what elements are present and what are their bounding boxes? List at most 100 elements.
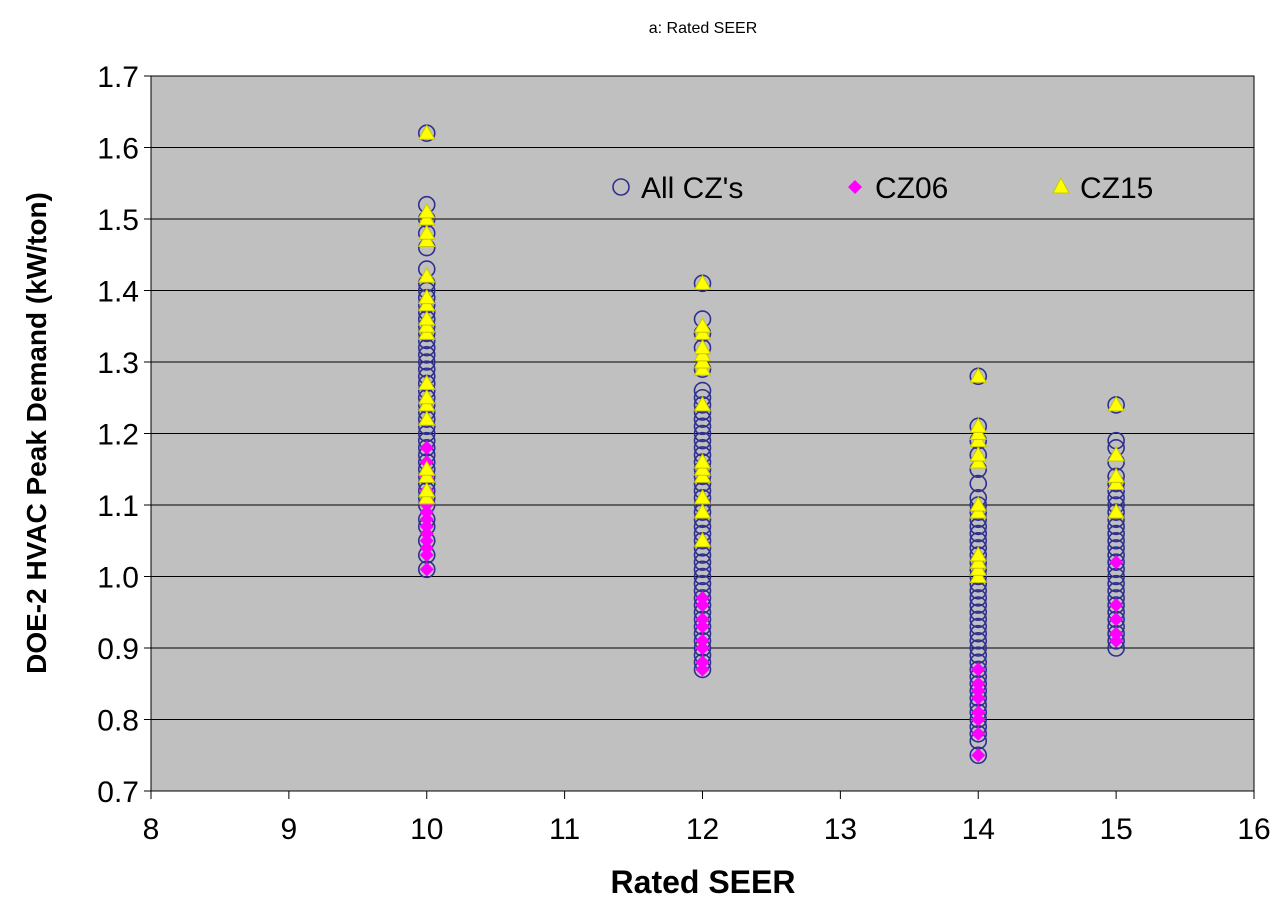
- point-cz15: [417, 410, 436, 426]
- point-cz06: [695, 598, 710, 613]
- point-cz15: [417, 460, 436, 476]
- point-cz06: [419, 533, 434, 548]
- x-tick-label: 15: [1099, 813, 1132, 846]
- point-all-czs: [969, 596, 988, 614]
- point-cz06: [971, 748, 986, 763]
- x-tick-label: 9: [281, 813, 298, 846]
- x-tick-label: 13: [824, 813, 857, 846]
- y-tick-label: 1.4: [97, 276, 139, 309]
- point-all-czs: [969, 610, 988, 629]
- point-cz06: [695, 662, 710, 677]
- point-cz06: [1109, 598, 1124, 613]
- point-all-czs: [693, 560, 712, 579]
- point-cz15: [969, 417, 988, 433]
- point-cz15: [417, 310, 436, 326]
- y-tick-label: 1.1: [97, 490, 139, 523]
- point-cz15: [693, 531, 712, 548]
- point-all-czs: [1107, 574, 1125, 593]
- point-all-czs: [693, 567, 712, 586]
- point-cz06: [971, 726, 986, 741]
- point-cz06: [419, 505, 434, 520]
- x-axis-label: Rated SEER: [611, 864, 796, 900]
- point-cz06: [695, 590, 710, 605]
- point-all-czs: [969, 746, 988, 765]
- y-tick-label: 1.7: [97, 61, 139, 94]
- point-cz06: [695, 633, 710, 648]
- point-cz15: [1107, 445, 1125, 462]
- point-all-czs: [417, 346, 436, 364]
- x-tick-label: 14: [962, 813, 995, 846]
- point-all-czs: [969, 524, 988, 543]
- point-cz06: [419, 526, 434, 541]
- point-cz15: [693, 395, 712, 412]
- legend: All CZ's CZ06 CZ15: [612, 172, 1153, 205]
- point-all-czs: [693, 424, 712, 443]
- y-tick-label: 0.7: [97, 776, 139, 809]
- point-cz06: [695, 619, 710, 634]
- point-all-czs: [969, 639, 988, 657]
- point-cz06: [419, 540, 434, 555]
- legend-marker-all-czs: [612, 178, 630, 196]
- point-cz06: [419, 562, 434, 577]
- point-cz06: [971, 691, 986, 706]
- point-cz15: [417, 481, 436, 498]
- point-cz15: [969, 546, 988, 562]
- point-cz15: [969, 445, 988, 462]
- point-cz15: [693, 503, 712, 519]
- point-cz06: [971, 683, 986, 698]
- point-all-czs: [1107, 553, 1125, 572]
- point-cz06: [419, 512, 434, 527]
- point-cz15: [417, 288, 436, 305]
- point-cz15: [1107, 395, 1125, 412]
- point-cz15: [417, 124, 436, 140]
- legend-marker-cz15: [1052, 176, 1070, 194]
- point-all-czs: [969, 474, 988, 493]
- chart-title: a: Rated SEER: [649, 20, 758, 37]
- point-cz06: [695, 655, 710, 670]
- point-cz06: [419, 519, 434, 534]
- point-cz15: [1107, 467, 1125, 483]
- y-tick-label: 1.0: [97, 562, 139, 595]
- point-cz15: [693, 338, 712, 355]
- x-tick-labels: 8 9 10 11 12 13 14 15 16: [143, 813, 1271, 846]
- point-all-czs: [969, 589, 988, 607]
- x-tick-label: 12: [686, 813, 719, 846]
- point-cz15: [417, 388, 436, 405]
- point-all-czs: [1107, 531, 1125, 550]
- point-cz06: [695, 641, 710, 655]
- legend-label-cz06: CZ06: [875, 172, 948, 205]
- x-tick-label: 10: [410, 813, 443, 846]
- point-all-czs: [969, 603, 988, 622]
- legend-marker-cz06: [848, 180, 862, 194]
- point-cz06: [971, 662, 986, 677]
- y-tick-label: 1.5: [97, 204, 139, 237]
- point-cz15: [417, 202, 436, 219]
- axes: [144, 75, 1255, 799]
- y-tick-label: 0.9: [97, 633, 139, 666]
- point-cz06: [1109, 612, 1124, 627]
- point-cz06: [1109, 626, 1124, 641]
- point-cz06: [971, 676, 986, 691]
- y-tick-labels: 0.7 0.8 0.9 1.0 1.1 1.2 1.3 1.4 1.5 1.6 1.7: [97, 61, 139, 809]
- y-tick-label: 1.2: [97, 419, 139, 452]
- point-all-czs: [969, 617, 988, 636]
- x-tick-label: 8: [143, 813, 160, 846]
- point-cz15: [693, 453, 712, 469]
- point-cz15: [417, 267, 436, 283]
- y-tick-label: 1.6: [97, 133, 139, 166]
- legend-label-all-czs: All CZ's: [641, 172, 743, 205]
- point-all-czs: [969, 624, 988, 643]
- point-cz15: [417, 374, 436, 390]
- y-tick-label: 1.3: [97, 347, 139, 380]
- x-tick-label: 11: [549, 813, 580, 846]
- x-tick-label: 16: [1237, 813, 1270, 846]
- point-cz15: [693, 274, 712, 290]
- point-cz06: [971, 712, 986, 727]
- point-cz06: [971, 705, 986, 720]
- point-cz15: [693, 317, 712, 333]
- point-cz06: [1109, 633, 1124, 648]
- series-cz15: [417, 124, 1125, 583]
- point-cz15: [693, 488, 712, 505]
